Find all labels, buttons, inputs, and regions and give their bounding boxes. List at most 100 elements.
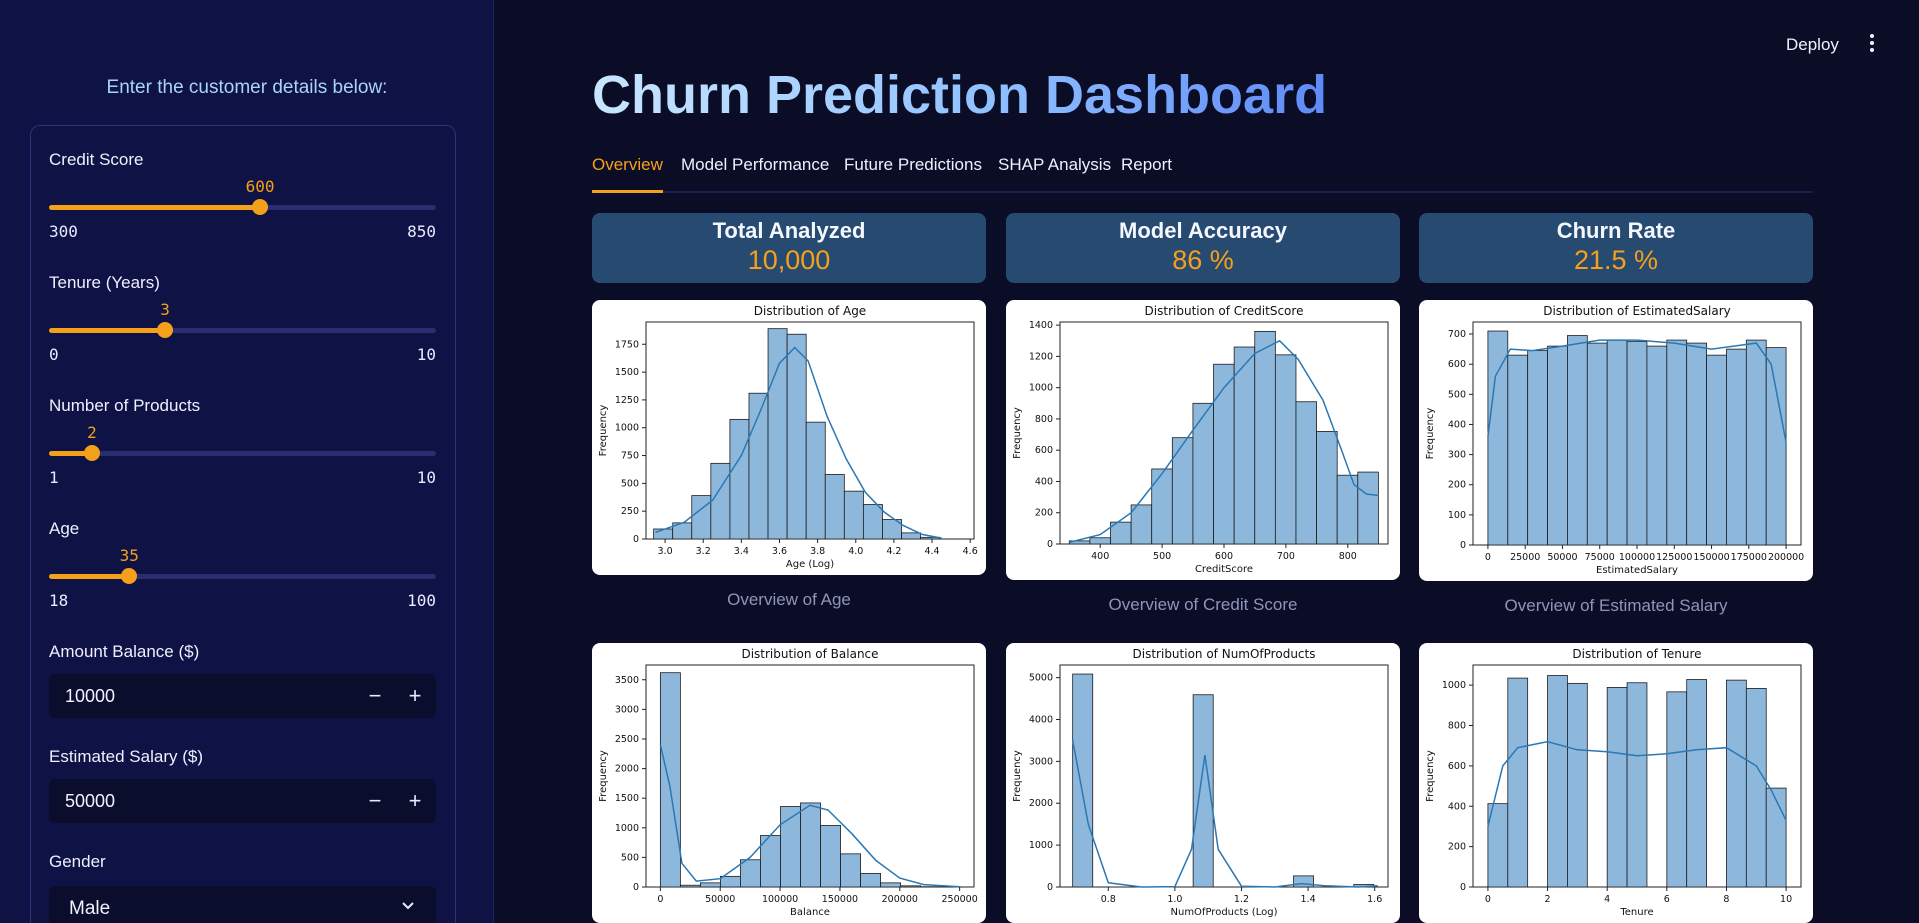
deploy-button[interactable]: Deploy [1786,35,1839,54]
x-tick-label: 3.2 [696,546,711,557]
x-axis-label: Balance [790,907,830,918]
x-tick-label: 600 [1215,551,1233,562]
tab-model-performance[interactable]: Model Performance [681,155,830,174]
y-tick-label: 500 [621,478,639,489]
kde-line [1487,740,1787,827]
y-tick-label: 600 [1035,445,1053,456]
y-tick-label: 1000 [1442,680,1466,691]
histogram-bar [1316,431,1338,545]
histogram-bar [1233,346,1256,545]
balance-label: Amount Balance ($) [49,642,200,661]
slider-track[interactable] [49,574,436,579]
slider-fill [49,451,92,456]
slider-min: 300 [49,222,78,241]
y-tick-label: 1400 [1029,320,1053,331]
gender-value: Male [69,898,111,919]
y-tick-label: 600 [1448,359,1466,370]
histogram-bar [1293,875,1315,888]
gender-select[interactable]: Male [49,886,436,923]
salary-chart-card: Distribution of EstimatedSalary 0 25000 500… [1419,300,1813,581]
histogram-bar [1151,468,1173,545]
balance-value[interactable]: 10000 [65,686,116,706]
products-slider[interactable]: 2 1 10 [49,423,436,493]
tab-future-predictions[interactable]: Future Predictions [844,155,982,174]
histogram-bar [805,421,826,540]
x-tick-label: 200000 [1768,552,1804,563]
histogram-bar [1567,335,1588,546]
histogram-bar [1626,682,1648,888]
y-tick-label: 4000 [1029,714,1053,725]
slider-track[interactable] [49,328,436,333]
chart-title: Distribution of CreditScore [1145,304,1304,318]
x-tick-label: 0 [657,894,663,905]
histogram-bar [862,504,883,540]
histogram-bar [1745,339,1767,546]
age-label: Age [49,519,80,538]
products-chart-card: Distribution of NumOfProducts 0.8 1.0 1.2 1.… [1006,643,1400,923]
balance-increment-button[interactable]: + [408,683,422,708]
tab-report[interactable]: Report [1121,155,1173,174]
y-tick-label: 1750 [615,339,639,350]
kde-line [659,744,960,888]
histogram-bar [1213,363,1235,545]
x-tick-label: 100000 [1619,552,1655,563]
more-menu-icon[interactable] [1862,34,1882,56]
products-histogram: Distribution of NumOfProducts 0.8 1.0 1.2 1.… [1012,647,1389,918]
x-axis-label: NumOfProducts (Log) [1171,907,1278,918]
slider-thumb[interactable] [252,199,269,215]
kde-line [1487,339,1787,443]
y-tick-label: 0 [633,534,639,545]
histogram-bar [729,418,750,540]
balance-input[interactable]: 10000 − + [49,674,436,718]
histogram-bar [653,528,674,540]
x-tick-label: 0.8 [1101,894,1116,905]
x-tick-label: 200000 [882,894,918,905]
age-slider[interactable]: 35 18 100 [49,546,436,616]
histogram-bar [1586,342,1608,546]
x-tick-label: 0 [1485,894,1491,905]
credit-score-histogram: Distribution of CreditScore 400 500 600 700 8… [1012,304,1389,575]
slider-thumb[interactable] [157,322,174,338]
tab-overview[interactable]: Overview [592,155,663,193]
y-tick-label: 100 [1448,510,1466,521]
salary-value[interactable]: 50000 [65,791,116,811]
slider-max: 850 [407,222,436,241]
y-tick-label: 600 [1448,761,1466,772]
tab-shap-analysis[interactable]: SHAP Analysis [998,155,1112,174]
y-tick-label: 800 [1448,721,1466,732]
histogram-bar [1686,342,1707,546]
sidebar: Enter the customer details below: Credit… [0,0,494,923]
x-tick-label: 150000 [1693,552,1729,563]
credit-score-chart-card: Distribution of CreditScore 400 500 600 700 8… [1006,300,1400,580]
x-tick-label: 700 [1277,551,1295,562]
x-tick-label: 75000 [1585,552,1615,563]
salary-increment-button[interactable]: + [408,788,422,813]
age-chart-card: Distribution of Age 3.0 3.2 3.4 3.6 3.8 4.0 4.2… [592,300,986,575]
histogram-bar [882,519,902,540]
y-tick-label: 0 [1460,540,1466,551]
salary-input[interactable]: 50000 − + [49,779,436,823]
histogram-bar [1527,350,1548,546]
histogram-bar [1357,471,1379,545]
credit-score-slider[interactable]: 600 300 850 [49,177,436,247]
histogram-bar [1192,402,1214,545]
slider-track[interactable] [49,451,436,456]
slider-min: 0 [49,345,59,364]
x-tick-label: 125000 [1656,552,1692,563]
kde-line [655,346,942,539]
slider-value: 35 [119,546,139,565]
slider-thumb[interactable] [84,445,100,461]
salary-decrement-button[interactable]: − [368,788,382,813]
y-tick-label: 3000 [615,704,639,715]
y-axis-label: Frequency [598,405,609,457]
kde-line [1069,339,1379,544]
histogram-bar [1567,682,1588,888]
x-tick-label: 150000 [822,894,858,905]
y-tick-label: 0 [1460,882,1466,893]
chevron-down-icon [402,902,414,910]
slider-thumb[interactable] [121,568,138,584]
tenure-slider[interactable]: 3 0 10 [49,300,436,370]
x-tick-label: 10 [1780,894,1792,905]
histogram-bar [1745,688,1767,888]
balance-decrement-button[interactable]: − [368,683,382,708]
